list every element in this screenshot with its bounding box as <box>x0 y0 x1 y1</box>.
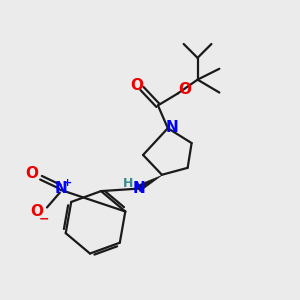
Text: O: O <box>26 166 39 181</box>
Text: O: O <box>130 78 144 93</box>
Text: H: H <box>123 177 134 190</box>
Text: O: O <box>31 204 44 219</box>
Text: N: N <box>133 181 146 196</box>
Text: +: + <box>63 178 72 188</box>
Text: N: N <box>55 181 67 196</box>
Text: −: − <box>39 213 49 226</box>
Text: O: O <box>178 82 191 97</box>
Polygon shape <box>136 175 162 192</box>
Text: N: N <box>165 120 178 135</box>
